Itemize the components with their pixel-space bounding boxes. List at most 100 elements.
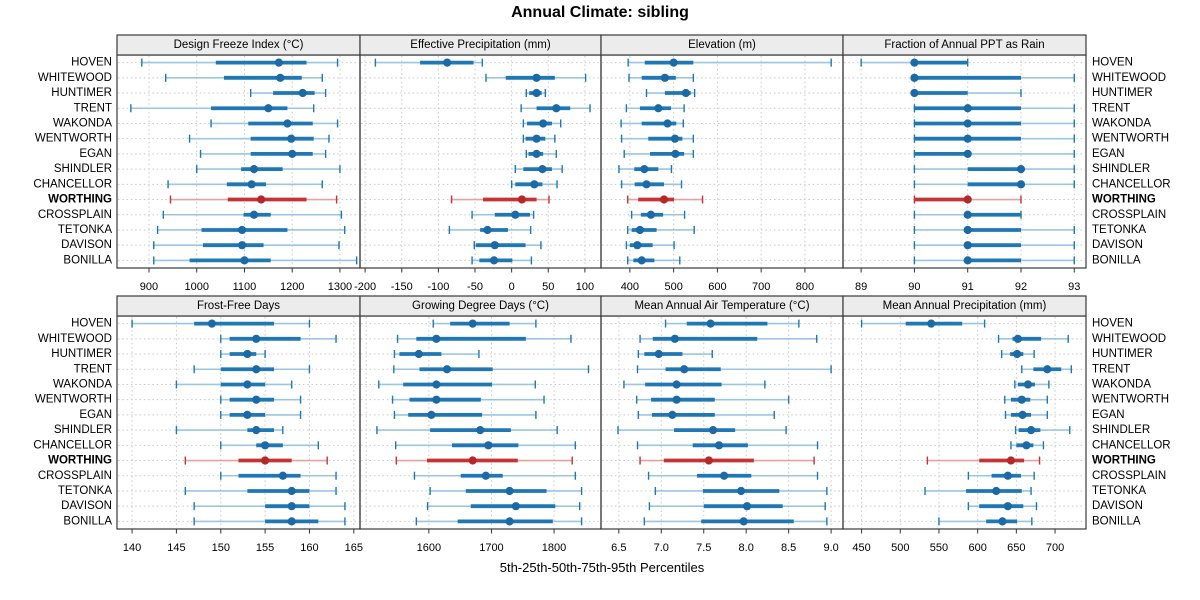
axis-tick-label: -100	[427, 281, 449, 293]
axis-tick-label: 500	[664, 281, 682, 293]
median-dot	[998, 517, 1007, 526]
axis-tick-label: 600	[968, 542, 986, 554]
median-dot	[642, 180, 651, 189]
median-dot	[660, 73, 669, 82]
axis-tick-label: 150	[212, 542, 230, 554]
axis-caption: 5th-25th-50th-75th-95th Percentiles	[499, 560, 705, 575]
median-dot	[538, 165, 547, 174]
axis-tick-label: 140	[123, 542, 141, 554]
median-dot	[432, 380, 441, 389]
axis-tick-label: 550	[930, 542, 948, 554]
axis-tick-label: 92	[1015, 281, 1027, 293]
median-dot	[1003, 471, 1012, 480]
category-label-right: EGAN	[1092, 148, 1125, 160]
axis-tick-label: 50	[542, 281, 554, 293]
median-dot	[910, 58, 919, 67]
category-label-right: WENTWORTH	[1092, 394, 1169, 406]
axis-tick-label: 1600	[417, 542, 441, 554]
median-dot	[261, 456, 270, 465]
category-label-left: EGAN	[79, 148, 112, 160]
median-dot	[468, 456, 477, 465]
panel-strip-title: Effective Precipitation (mm)	[410, 39, 551, 51]
median-dot	[963, 225, 972, 235]
median-dot	[237, 241, 247, 250]
median-dot	[264, 104, 273, 113]
panel-strip-title: Mean Annual Air Temperature (°C)	[634, 300, 809, 312]
median-dot	[668, 410, 677, 419]
panel-border	[842, 315, 1087, 530]
median-dot	[481, 471, 490, 480]
category-label-left: EGAN	[79, 409, 112, 421]
axis-tick-label: 7.5	[696, 542, 711, 554]
median-dot	[1023, 380, 1033, 389]
median-dot	[287, 134, 296, 143]
median-dot	[511, 502, 520, 511]
median-dot	[963, 104, 972, 113]
category-label-right: CHANCELLOR	[1092, 439, 1171, 451]
median-dot	[1043, 365, 1052, 374]
category-label-right: HOVEN	[1092, 57, 1133, 69]
panel-strip-title: Growing Degree Days (°C)	[412, 300, 549, 312]
median-dot	[963, 195, 972, 204]
median-dot	[288, 149, 297, 158]
median-dot	[737, 486, 746, 496]
median-dot	[670, 134, 680, 143]
median-dot	[530, 180, 539, 189]
median-dot	[739, 517, 748, 526]
chart-title: Annual Climate: sibling	[511, 4, 689, 21]
category-label-right: CROSSPLAIN	[1092, 470, 1166, 482]
median-dot	[427, 410, 436, 419]
axis-tick-label: 8.0	[739, 542, 754, 554]
category-label-left: WAKONDA	[53, 378, 112, 390]
median-dot	[646, 210, 655, 219]
axis-tick-label: 1100	[233, 281, 257, 293]
median-dot	[552, 104, 561, 113]
panel-strip-title: Fraction of Annual PPT as Rain	[884, 39, 1044, 51]
category-label-right: DAVISON	[1092, 500, 1143, 512]
category-label-right: EGAN	[1092, 409, 1125, 421]
axis-tick-label: 700	[752, 281, 770, 293]
category-label-right: WHITEWOOD	[1092, 333, 1166, 345]
axis-tick-label: 91	[962, 281, 974, 293]
panel-border	[600, 315, 844, 530]
axis-tick-label: -150	[391, 281, 413, 293]
median-dot	[671, 149, 680, 158]
median-dot	[963, 256, 972, 265]
category-label-right: SHINDLER	[1092, 163, 1150, 175]
median-dot	[442, 365, 452, 374]
median-dot	[252, 395, 261, 404]
category-label-right: TETONKA	[1092, 485, 1146, 497]
category-label-right: HUNTIMER	[1092, 348, 1153, 360]
median-dot	[240, 256, 249, 265]
median-dot	[1013, 349, 1022, 359]
median-dot	[484, 441, 493, 450]
median-dot	[663, 119, 672, 128]
median-dot	[963, 149, 972, 158]
axis-tick-label: -50	[467, 281, 483, 293]
panel-border	[842, 54, 1087, 269]
median-dot	[1006, 456, 1016, 465]
category-label-right: BONILLA	[1092, 254, 1141, 266]
median-dot	[1026, 426, 1036, 435]
axis-tick-label: 1000	[184, 281, 208, 293]
panel-border	[116, 315, 361, 530]
category-label-left: HOVEN	[71, 318, 112, 330]
category-label-left: CHANCELLOR	[33, 439, 112, 451]
median-dot	[680, 365, 689, 374]
median-dot	[963, 119, 972, 128]
median-dot	[298, 88, 307, 98]
panel-strip-title: Design Freeze Index (°C)	[174, 39, 304, 51]
median-dot	[704, 456, 713, 465]
panel-border	[600, 54, 844, 269]
panel-strip-title: Mean Annual Precipitation (mm)	[883, 300, 1047, 312]
axis-tick-label: 1700	[479, 542, 503, 554]
category-label-right: DAVISON	[1092, 239, 1143, 251]
category-label-left: WENTWORTH	[35, 394, 112, 406]
category-label-left: WHITEWOOD	[38, 72, 112, 84]
median-dot	[963, 210, 972, 219]
category-label-left: DAVISON	[61, 500, 112, 512]
median-dot	[532, 73, 541, 82]
panel-strip	[842, 295, 1087, 317]
median-dot	[532, 88, 541, 98]
median-dot	[243, 349, 252, 359]
